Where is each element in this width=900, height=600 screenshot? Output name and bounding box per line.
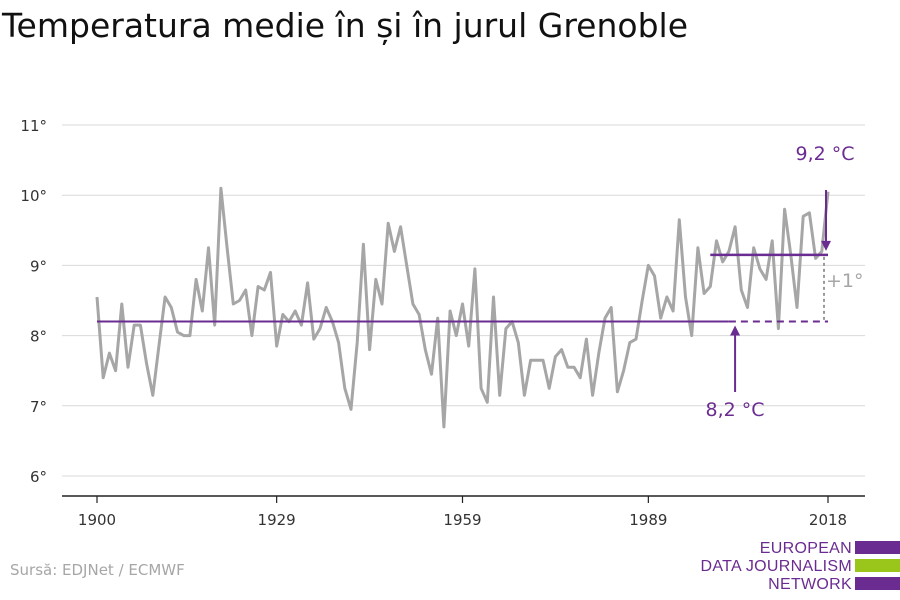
y-tick-label-6: 6°	[30, 468, 47, 486]
x-tick-label-1900: 1900	[78, 511, 116, 529]
recent-arrow-head	[821, 240, 831, 251]
temperature-series-line	[95, 186, 830, 429]
y-tick-label-8: 8°	[30, 328, 47, 346]
edjnet-logo: EUROPEAN DATA JOURNALISM NETWORK	[700, 538, 900, 600]
x-tick-label-2018: 2018	[809, 511, 847, 529]
logo-bar-purple-top	[855, 541, 900, 554]
gridlines	[62, 124, 865, 477]
x-tick-label-1929: 1929	[258, 511, 296, 529]
baseline-mean-label: 8,2 °C	[706, 399, 765, 421]
x-tick-label-1989: 1989	[629, 511, 667, 529]
y-tick-labels: 6° 7° 8° 9° 10° 11°	[20, 117, 47, 486]
source-note: Sursă: EDJNet / ECMWF	[10, 561, 185, 579]
y-tick-label-7: 7°	[30, 398, 47, 416]
y-tick-label-11: 11°	[20, 117, 47, 135]
recent-mean-label: 9,2 °C	[795, 143, 854, 165]
logo-bar-purple-bottom	[855, 577, 900, 590]
chart-title: Temperatura medie în și în jurul Grenobl…	[2, 6, 688, 45]
logo-line-3: NETWORK	[768, 576, 852, 593]
difference-label: +1°	[826, 270, 864, 292]
x-tick-label-1959: 1959	[443, 511, 481, 529]
baseline-arrow-head	[730, 325, 741, 336]
logo-line-2: DATA JOURNALISM	[700, 558, 852, 575]
annotations: 8,2 °C 9,2 °C +1°	[97, 143, 864, 421]
y-tick-label-9: 9°	[30, 257, 47, 275]
logo-bar-green	[855, 559, 900, 572]
logo-line-1: EUROPEAN	[759, 540, 852, 557]
y-tick-label-10: 10°	[20, 187, 47, 205]
x-tick-labels: 1900 1929 1959 1989 2018	[78, 496, 847, 529]
